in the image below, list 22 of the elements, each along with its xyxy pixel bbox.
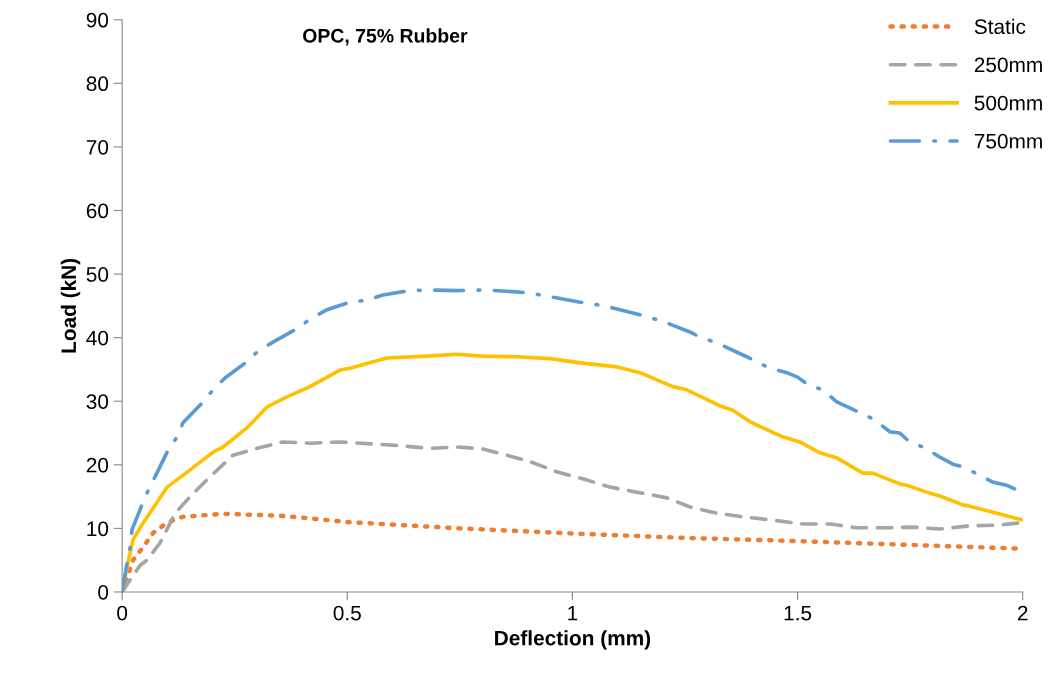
y-tick-label: 0 [98,584,109,600]
y-tick-label: 30 [86,394,109,409]
legend-label: Static [974,18,1026,35]
y-tick-label: 10 [87,521,109,537]
x-tick-label: 1.5 [784,605,812,621]
y-tick-label: 60 [86,203,109,219]
legend-label: 250mm [974,57,1042,73]
y-tick-label: 50 [86,267,109,282]
x-tick-label: 1 [568,605,578,621]
y-tick-label: 80 [86,76,109,92]
x-tick-label: 0.5 [333,605,361,621]
y-tick-label: 40 [86,330,109,346]
chart-title: OPC, 75% Rubber [303,28,468,46]
y-axis-title: Load (kN) [60,258,81,353]
x-tick-label: 0 [117,605,128,621]
y-tick-label: 70 [86,139,109,155]
legend-label: 500mm [974,95,1042,111]
y-tick-label: 90 [86,12,109,28]
legend-label: 750mm [974,133,1042,149]
x-axis-title: Deflection (mm) [495,630,651,650]
y-tick-label: 20 [86,457,109,473]
x-tick-label: 2 [1017,605,1028,621]
